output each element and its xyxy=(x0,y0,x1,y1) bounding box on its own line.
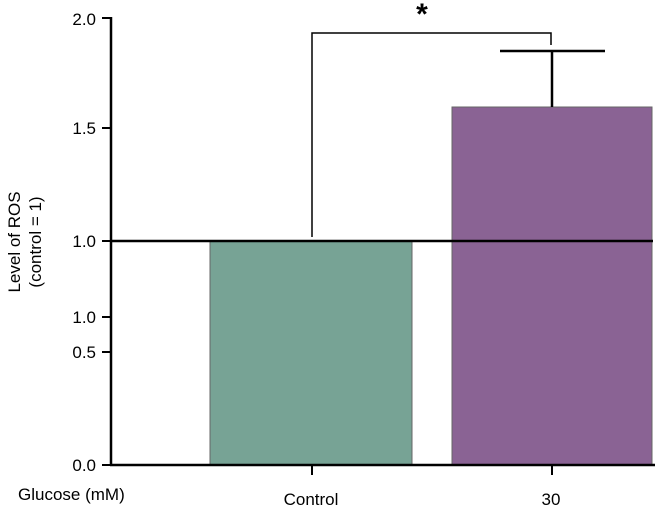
bar-30 xyxy=(451,106,653,466)
y-axis-label-line2: (control = 1) xyxy=(26,196,45,287)
y-tick-label: 0.0 xyxy=(72,456,96,475)
y-tick-label: 1.0 xyxy=(72,232,96,251)
y-tick-label: 1.0 xyxy=(72,308,96,327)
significance-bracket xyxy=(311,32,552,237)
y-tick-label: 2.0 xyxy=(72,10,96,29)
x-axis-label: Glucose (mM) xyxy=(18,485,125,504)
y-tick-label: 0.5 xyxy=(72,343,96,362)
x-tick-label-30: 30 xyxy=(542,490,561,509)
significance-marker: * xyxy=(416,0,428,31)
y-tick-label: 1.5 xyxy=(72,119,96,138)
y-axis-label-line1: Level of ROS xyxy=(5,191,24,292)
x-tick-label-control: Control xyxy=(284,490,339,509)
y-ticks xyxy=(102,17,111,466)
y-tick-labels: 0.0 0.5 1.0 1.0 1.5 2.0 xyxy=(72,10,96,475)
bar-control xyxy=(209,240,413,466)
